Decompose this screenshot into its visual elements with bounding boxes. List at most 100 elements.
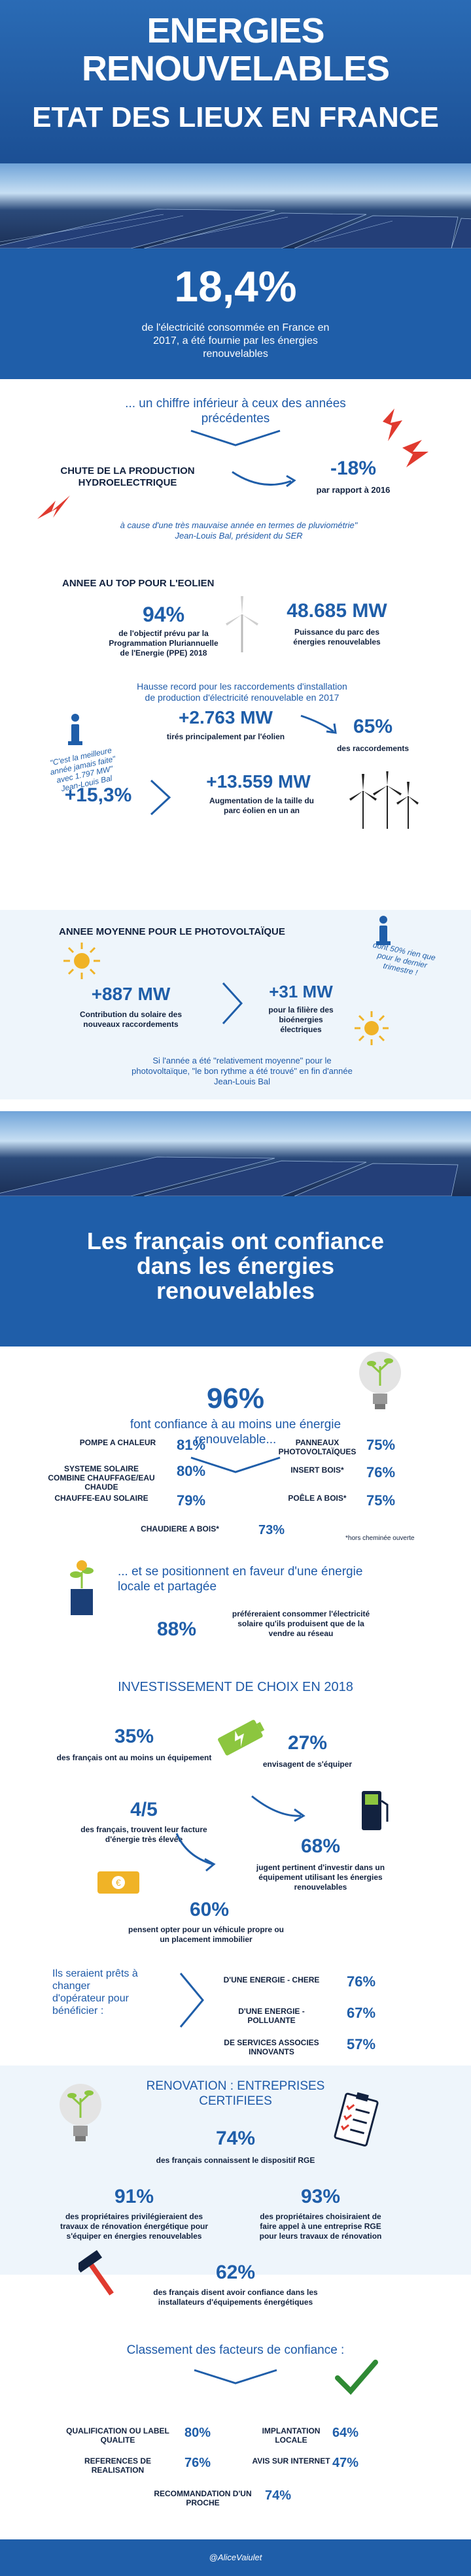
sun-icon	[63, 943, 100, 979]
chevron-down-icon	[194, 2369, 277, 2384]
renovation-title: RENOVATION : ENTREPRISES CERTIFIEES	[146, 2079, 325, 2108]
header-line3: ETAT DES LIEUX EN FRANCE	[32, 101, 439, 133]
confiance-item-value: 75%	[366, 1492, 396, 1509]
lightbulb-icon	[359, 1352, 401, 1409]
hydro-value: -18%	[330, 458, 377, 479]
lightbulb-icon	[60, 2084, 101, 2141]
confiance-pct: 96%	[206, 1382, 265, 1414]
change-text: Ils seraient prêts à changer d'opérateur…	[52, 1968, 138, 2016]
factor-label: QUALIFICATION OU LABEL QUALITE	[66, 2426, 169, 2445]
factor-label: AVIS SUR INTERNET	[252, 2456, 330, 2466]
factor-value: 47%	[332, 2456, 359, 2470]
eolien-title: ANNEE AU TOP POUR L'EOLIEN	[62, 578, 215, 589]
solar-panels-image	[0, 163, 471, 248]
confidence-banner: Les français ont confiance dans les éner…	[0, 1196, 471, 1347]
arrow-icon	[300, 714, 337, 734]
renovation-b-pct: 91%	[114, 2186, 154, 2207]
invest-b-pct: 27%	[287, 1732, 328, 1754]
eolien-v4: 65%	[353, 716, 393, 737]
confiance-item-label: SYSTEME SOLAIRE COMBINE CHAUFFAGE/EAU CH…	[48, 1464, 155, 1492]
eolien-v1: 94%	[142, 603, 185, 626]
confiance-item-value: 73%	[258, 1523, 285, 1537]
battery-icon	[218, 1720, 265, 1756]
pv-title: ANNEE MOYENNE POUR LE PHOTOVOLTAÏQUE	[59, 926, 285, 937]
confiance-item-label: PANNEAUX PHOTOVOLTAÏQUES	[278, 1438, 357, 1456]
svg-text:€: €	[116, 1877, 121, 1888]
lightning-icon	[383, 409, 428, 467]
ev-charger-icon	[362, 1791, 389, 1830]
renovation-c-pct: 93%	[300, 2186, 341, 2207]
operator-option-label: D'UNE ENERGIE - POLLUANTE	[238, 2007, 305, 2025]
invest-b-sub: envisagent de s'équiper	[262, 1760, 353, 1769]
banknote-icon: €	[97, 1871, 139, 1894]
pv-quote: Si l'année a été "relativement moyenne" …	[131, 1056, 353, 1086]
wind-turbine-icon	[226, 596, 258, 652]
solar-panels-image	[0, 1111, 471, 1196]
hydro-sub: par rapport à 2016	[316, 485, 391, 495]
arrow-icon	[251, 1795, 305, 1822]
intro-panel: 18,4% de l'électricité consommée en Fran…	[0, 248, 471, 379]
pv-v1-sub: Contribution du solaire des nouveaux rac…	[79, 1010, 182, 1029]
intro-percent: 18,4%	[174, 262, 297, 310]
confiance-item-label: POÊLE A BOIS*	[288, 1494, 347, 1503]
operator-option-label: D'UNE ENERGIE - CHERE	[223, 1975, 320, 1984]
renovation-a-sub: des français connaissent le dispositif R…	[156, 2156, 315, 2165]
hammer-icon	[78, 2250, 114, 2296]
pv-v1: +887 MW	[91, 984, 171, 1004]
chevron-right-icon	[179, 1973, 204, 2028]
invest-a-pct: 35%	[114, 1726, 154, 1747]
eolien-v4-sub: des raccordements	[336, 744, 410, 753]
confiance-item-label: CHAUFFE-EAU SOLAIRE	[54, 1494, 148, 1503]
confiance-item-value: 79%	[177, 1492, 206, 1509]
plant-coin-icon	[70, 1560, 94, 1615]
local-text: ... et se positionnent en faveur d'une é…	[118, 1565, 363, 1594]
confiance-text: font confiance à au moins une énergie re…	[130, 1418, 341, 1447]
confiance-item-label: CHAUDIERE A BOIS*	[141, 1524, 219, 1533]
arrow-icon	[175, 1833, 216, 1872]
info-icon	[376, 916, 391, 945]
header-line1: ENERGIES	[147, 11, 324, 50]
confidence-banner-title: Les français ont confiance dans les éner…	[86, 1228, 385, 1304]
confiance-item-value: 80%	[177, 1463, 206, 1479]
hydro-quote: à cause d'une très mauvaise année en ter…	[120, 520, 358, 541]
footer-credit: @AliceVaiulet	[209, 2552, 262, 2562]
header-panel: ENERGIES RENOUVELABLES ETAT DES LIEUX EN…	[0, 0, 471, 163]
operator-option-value: 76%	[347, 1973, 376, 1990]
operator-option-label: DE SERVICES ASSOCIES INNOVANTS	[224, 2038, 319, 2056]
solar-panels-graphic	[0, 209, 471, 248]
arrow-icon	[232, 471, 296, 488]
eolien-record: Hausse record pour les raccordements d'i…	[137, 681, 347, 703]
solar-panels-graphic	[0, 1156, 459, 1196]
renovation-d-sub: des français disent avoir confiance dans…	[153, 2288, 318, 2307]
invest-d-pct: 68%	[300, 1835, 341, 1857]
pv-v2-sub: pour la filière des bioénergies électriq…	[268, 1005, 334, 1034]
eolien-v5: +15,3%	[64, 784, 132, 806]
checkmark-icon	[335, 2360, 378, 2395]
factor-value: 80%	[184, 2426, 211, 2440]
section1-lead: ... un chiffre inférieur à ceux des anné…	[125, 397, 346, 426]
intro-text: de l'électricité consommée en France en …	[141, 322, 330, 360]
footer: @AliceVaiulet	[0, 2539, 471, 2576]
wind-turbines-icon	[349, 771, 419, 829]
confiance-item-value: 81%	[177, 1437, 206, 1453]
operator-option-value: 57%	[347, 2036, 376, 2052]
confiance-item-label: INSERT BOIS*	[290, 1465, 344, 1475]
checklist-icon	[334, 2092, 379, 2147]
factor-label: IMPLANTATION LOCALE	[262, 2426, 321, 2445]
eolien-v6: +13.559 MW	[206, 771, 311, 792]
eolien-v6-sub: Augmentation de la taille du parc éolien…	[209, 796, 314, 815]
pv-panel	[0, 910, 471, 1099]
pv-v2: +31 MW	[269, 982, 333, 1001]
operator-option-value: 67%	[347, 2005, 376, 2021]
lightning-icon	[37, 495, 70, 519]
renovation-c-sub: des propriétaires choisiraient de faire …	[259, 2212, 382, 2241]
chevron-down-icon	[190, 1456, 281, 1473]
chevron-right-icon	[222, 982, 243, 1025]
info-icon	[68, 714, 82, 745]
factor-value: 74%	[265, 2488, 292, 2503]
header-line2: RENOUVELABLES	[81, 49, 390, 88]
confiance-item-label: POMPE A CHALEUR	[79, 1438, 156, 1447]
renovation-b-sub: des propriétaires privilégieraient des t…	[60, 2212, 209, 2241]
factor-value: 64%	[332, 2426, 359, 2440]
factor-value: 76%	[184, 2456, 211, 2470]
